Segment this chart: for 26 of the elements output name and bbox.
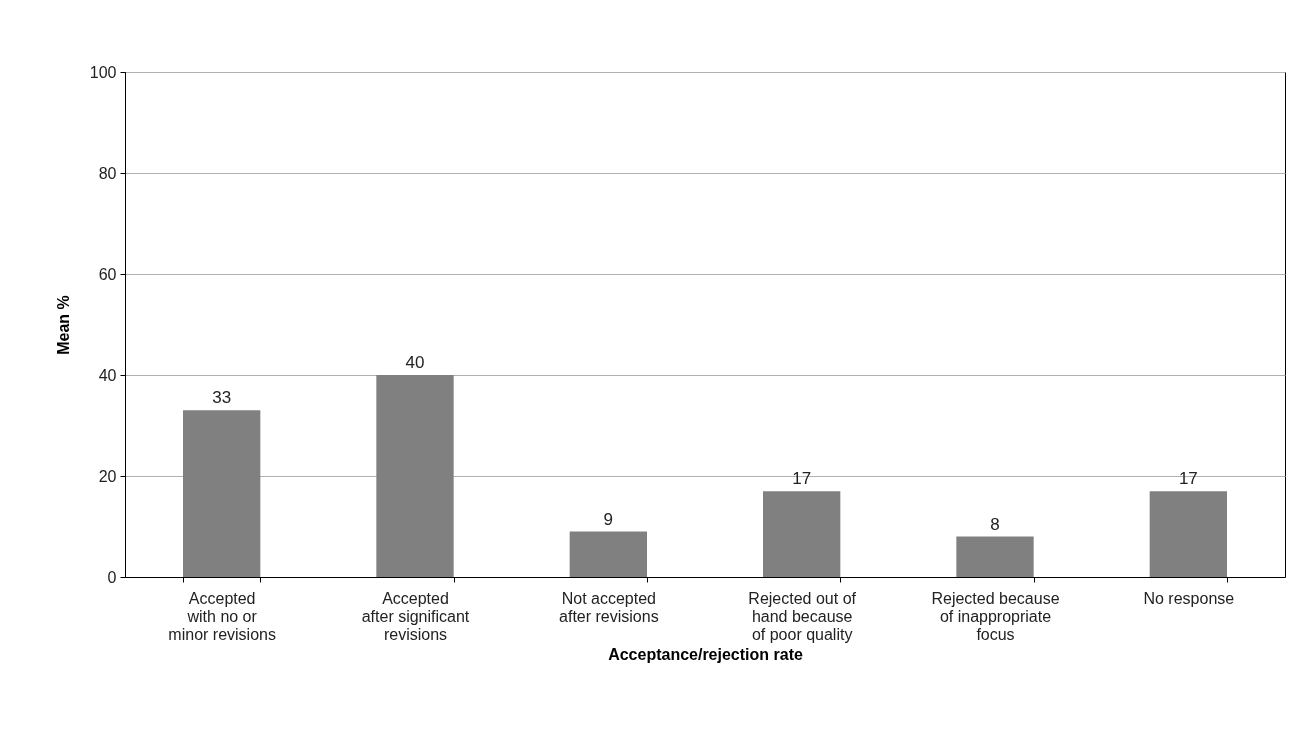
- x-axis-title: Acceptance/rejection rate: [608, 645, 803, 663]
- y-tick-label: 60: [98, 265, 117, 283]
- bar: [376, 375, 454, 577]
- x-tick-label: Accepted with no or minor revisions: [168, 589, 276, 643]
- x-tick-label: Rejected out of hand because of poor quality: [748, 589, 857, 643]
- y-tick-label: 40: [98, 366, 117, 384]
- y-tick-label: 20: [98, 467, 117, 485]
- x-tick-label: Accepted after significant revisions: [361, 589, 470, 643]
- data-label: 33: [212, 388, 232, 408]
- y-axis-title: Mean %: [54, 295, 72, 355]
- x-tick-label: Not accepted after revisions: [559, 589, 659, 625]
- x-tick-label: No response: [1143, 589, 1235, 607]
- y-tick-label: 100: [89, 63, 117, 81]
- data-label: 17: [792, 469, 812, 489]
- data-label: 8: [990, 514, 1000, 534]
- data-label: 9: [603, 509, 614, 529]
- bar: [183, 410, 261, 577]
- data-label: 17: [1178, 469, 1198, 489]
- y-tick-label: 0: [107, 568, 117, 586]
- y-tick-label: 80: [98, 164, 117, 182]
- bar: [1149, 491, 1227, 577]
- data-label: 40: [405, 353, 425, 372]
- bar: [569, 531, 647, 577]
- x-tick-label: Rejected because of inappropriate focus: [931, 589, 1060, 643]
- bar: [763, 491, 841, 577]
- bar: [956, 536, 1034, 577]
